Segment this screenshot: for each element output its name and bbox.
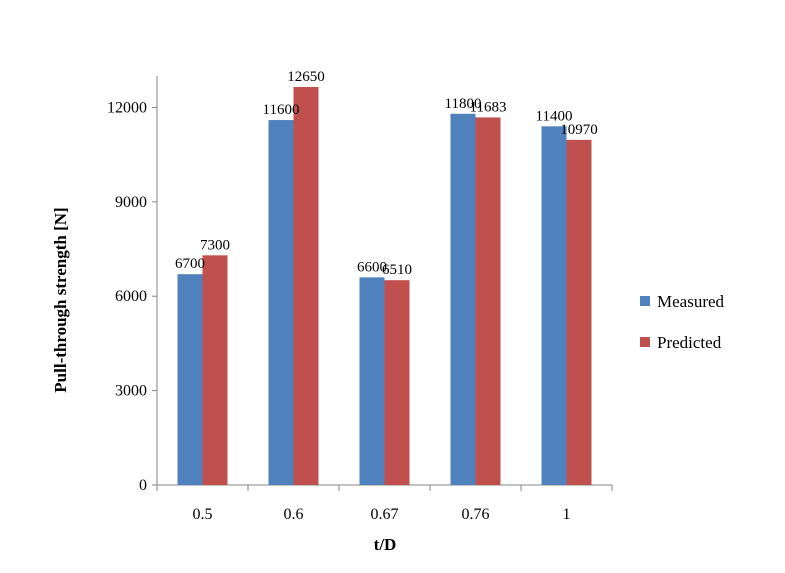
legend-swatch-predicted xyxy=(640,337,650,347)
y-tick-label: 9000 xyxy=(115,194,147,211)
x-axis-label: t/D xyxy=(374,535,397,554)
legend-swatch-measured xyxy=(640,296,650,306)
legend: Measured Predicted xyxy=(640,292,725,352)
data-label-measured: 6700 xyxy=(175,256,205,272)
legend-label-predicted: Predicted xyxy=(657,333,722,352)
data-label-predicted: 10970 xyxy=(560,122,598,138)
data-label-predicted: 6510 xyxy=(382,262,412,278)
x-tick-label: 0.5 xyxy=(193,506,213,523)
legend-label-measured: Measured xyxy=(657,292,725,311)
y-tick-label: 0 xyxy=(139,477,147,494)
bar-predicted xyxy=(293,87,319,485)
bars xyxy=(177,87,592,486)
bar-measured xyxy=(268,120,294,486)
bar-measured xyxy=(541,126,567,485)
y-tick-label: 12000 xyxy=(107,99,147,116)
x-tick-label: 0.6 xyxy=(284,506,304,523)
data-label-predicted: 12650 xyxy=(287,69,325,85)
bar-predicted xyxy=(566,139,592,485)
x-tick-label: 0.67 xyxy=(371,506,399,523)
bar-predicted xyxy=(475,117,501,485)
x-tick-label: 1 xyxy=(563,506,571,523)
data-label-predicted: 7300 xyxy=(200,237,230,253)
data-labels: 6700 11600 6600 11800 11400 7300 12650 6510 1168… xyxy=(175,69,598,278)
data-label-measured: 11600 xyxy=(263,102,300,118)
x-tick-label: 0.76 xyxy=(462,506,490,523)
bar-predicted xyxy=(384,280,410,485)
bar-measured xyxy=(450,113,476,485)
bar-measured xyxy=(177,274,203,485)
bar-measured xyxy=(359,277,385,485)
data-label-measured: 6600 xyxy=(357,259,387,275)
data-label-measured: 11800 xyxy=(445,96,482,112)
y-axis-label: Pull-through strength [N] xyxy=(51,207,70,392)
data-label-measured: 11400 xyxy=(536,108,573,124)
y-tick-label: 3000 xyxy=(115,383,147,400)
data-label-predicted: 11683 xyxy=(470,99,507,115)
ticks: 0 3000 6000 9000 12000 0.5 0.6 0.67 0.76 1 xyxy=(107,99,613,523)
bar-predicted xyxy=(202,255,228,485)
y-tick-label: 6000 xyxy=(115,288,147,305)
